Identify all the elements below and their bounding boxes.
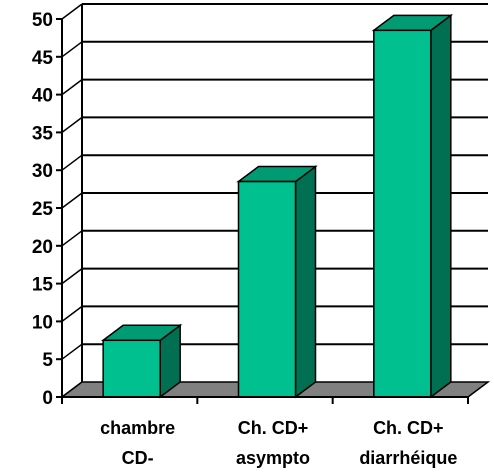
y-tick-label-45: 45 <box>32 48 54 69</box>
x-tick-label-0-0: chambre <box>100 418 175 438</box>
y-tick-label-35: 35 <box>32 123 54 144</box>
grid-depth-line-10 <box>61 305 83 322</box>
y-tick-label-10: 10 <box>32 312 53 333</box>
y-tick-label-0: 0 <box>42 388 53 409</box>
bar-1 <box>237 180 297 398</box>
x-tick-label-1-0: Ch. CD+ <box>238 418 309 438</box>
y-tick-label-50: 50 <box>32 10 53 31</box>
grid-depth-line-30 <box>61 154 83 171</box>
y-tick-label-30: 30 <box>32 161 53 182</box>
y-tick-label-40: 40 <box>32 86 53 107</box>
bar-0 <box>102 339 161 398</box>
bar-side-1 <box>294 165 317 399</box>
y-tick-label-15: 15 <box>32 275 54 296</box>
grid-depth-line-25 <box>61 192 83 209</box>
x-tick-label-2-1: diarrhéique <box>359 448 457 468</box>
grid-depth-line-15 <box>61 268 83 285</box>
grid-depth-line-50 <box>61 3 83 20</box>
bar-2 <box>373 29 432 398</box>
grid-depth-line-45 <box>61 41 83 58</box>
grid-depth-line-35 <box>61 116 83 133</box>
x-tick-label-0-1: CD- <box>122 448 154 468</box>
grid-depth-line-20 <box>61 230 83 247</box>
y-tick-label-25: 25 <box>32 199 54 220</box>
grid-depth-line-5 <box>61 343 83 360</box>
bar-side-2 <box>430 13 452 399</box>
y-tick-label-20: 20 <box>32 237 53 258</box>
x-tick-label-2-0: Ch. CD+ <box>373 418 444 438</box>
y-tick-label-5: 5 <box>42 350 53 371</box>
grid-depth-line-40 <box>61 78 83 96</box>
x-tick-label-1-1: asympto <box>236 448 310 468</box>
